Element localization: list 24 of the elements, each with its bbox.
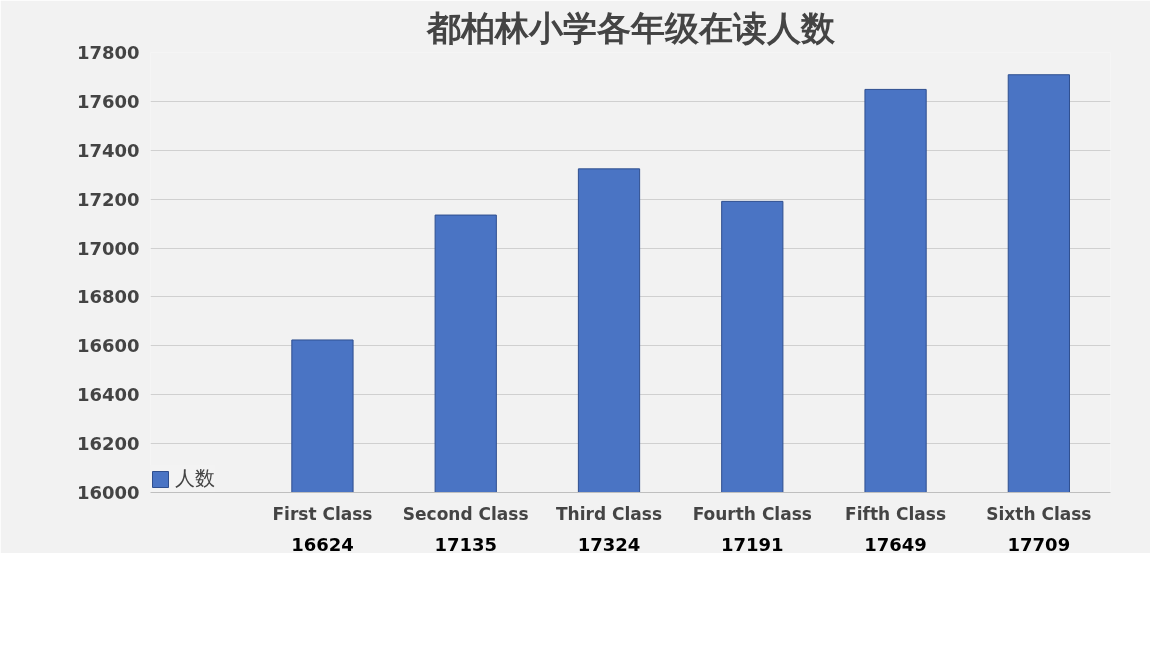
- x-tick-label: Fourth Class: [692, 503, 812, 524]
- y-tick-label: 17600: [76, 90, 140, 112]
- y-tick-label: 16600: [76, 335, 140, 357]
- data-label: 16624: [291, 533, 354, 555]
- y-tick-label: 17800: [76, 42, 140, 63]
- legend-label: 人数: [175, 465, 215, 492]
- y-tick-label: 16800: [76, 286, 140, 308]
- y-tick-label: 17200: [76, 188, 140, 210]
- data-label: 17324: [577, 533, 641, 555]
- y-tick-label: 17000: [76, 237, 140, 259]
- data-label: 17191: [720, 533, 784, 555]
- chart-title: 都柏林小学各年级在读人数: [425, 7, 836, 48]
- y-tick-label: 16200: [76, 433, 140, 455]
- y-tick-label: 16000: [76, 482, 140, 503]
- x-tick-label: Sixth Class: [986, 503, 1092, 524]
- x-tick-label: Second Class: [402, 503, 529, 524]
- x-tick-label: Fifth Class: [845, 503, 947, 524]
- data-label: 17135: [434, 533, 498, 555]
- data-label: 17649: [864, 533, 927, 555]
- data-label: 17709: [1007, 533, 1071, 555]
- x-tick-label: First Class: [272, 503, 373, 524]
- y-tick-label: 16400: [76, 384, 140, 406]
- y-tick-label: 17400: [76, 139, 140, 161]
- x-tick-label: Third Class: [556, 503, 663, 524]
